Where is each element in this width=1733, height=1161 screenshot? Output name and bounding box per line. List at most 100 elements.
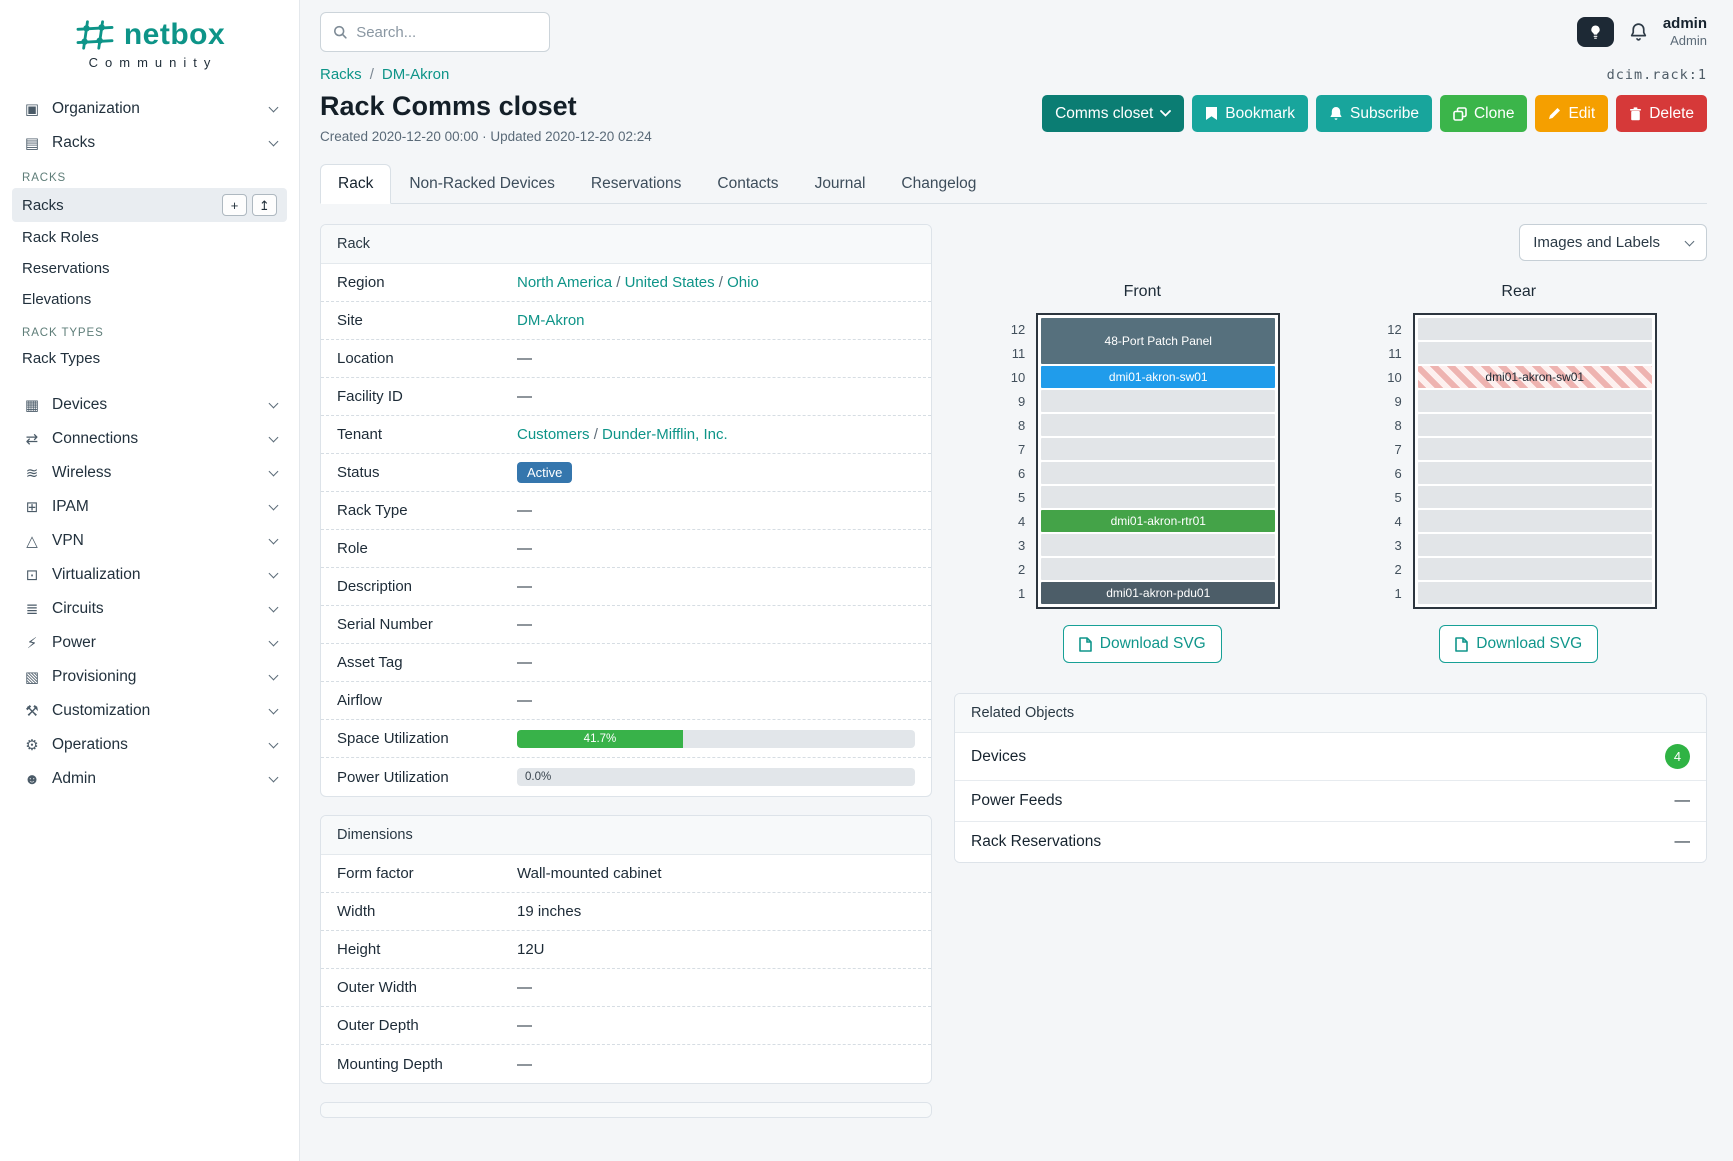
chevron-down-icon xyxy=(1160,110,1172,117)
sidebar-item-ipam[interactable]: ⊞ IPAM xyxy=(12,490,287,524)
detail-row: Space Utilization 41.7% xyxy=(321,720,931,758)
detail-row: Region North America / United States / Oh… xyxy=(321,264,931,302)
related-objects-title: Related Objects xyxy=(955,694,1706,733)
comms-closet-label: Comms closet xyxy=(1055,104,1154,122)
comms-closet-dropdown[interactable]: Comms closet xyxy=(1042,95,1185,132)
sidebar-item-admin[interactable]: ☻ Admin xyxy=(12,762,287,796)
tab-journal[interactable]: Journal xyxy=(814,175,866,192)
sidebar-item-rack-types[interactable]: Rack Types xyxy=(12,343,287,374)
link-north-america[interactable]: North America xyxy=(517,274,613,291)
theme-toggle-button[interactable] xyxy=(1576,17,1614,47)
gear-icon: ⚙ xyxy=(25,737,39,754)
related-label: Devices xyxy=(971,747,1027,765)
sidebar-item-operations[interactable]: ⚙ Operations xyxy=(12,728,287,762)
sidebar-item-rack-roles[interactable]: Rack Roles xyxy=(12,222,287,253)
images-labels-select[interactable]: Images and Labels xyxy=(1519,224,1707,261)
sidebar-item-label: Organization xyxy=(52,100,140,117)
rack-unit-dmi01-akron-sw01[interactable]: dmi01-akron-sw01 xyxy=(1041,366,1276,388)
unit-number: 12 xyxy=(1010,322,1026,337)
status-badge: Active xyxy=(517,462,573,483)
rack-unit-empty xyxy=(1417,462,1652,484)
sidebar-section-racks: RACKS xyxy=(22,172,67,184)
link-customers[interactable]: Customers xyxy=(517,426,590,443)
detail-row: Facility ID — xyxy=(321,378,931,416)
rack-unit-empty xyxy=(1041,486,1276,508)
detail-row: Form factor Wall-mounted cabinet xyxy=(321,855,931,893)
detail-value: 0.0% xyxy=(517,768,915,786)
tab-rack[interactable]: Rack xyxy=(320,164,392,204)
chevron-down-icon xyxy=(268,738,279,749)
rack-unit-empty xyxy=(1417,486,1652,508)
sidebar-item-elevations[interactable]: Elevations xyxy=(12,284,287,315)
images-labels-label: Images and Labels xyxy=(1533,234,1660,251)
link-dm-akron[interactable]: DM-Akron xyxy=(517,312,585,329)
rack-unit-dmi01-akron-pdu01[interactable]: dmi01-akron-pdu01 xyxy=(1041,582,1276,604)
link-united-states[interactable]: United States xyxy=(624,274,715,291)
content-area: Rack Region North America / United States… xyxy=(320,204,1707,1161)
breadcrumb-separator: / xyxy=(369,66,374,83)
sidebar-item-label: Devices xyxy=(52,396,108,413)
detail-value: — xyxy=(517,540,532,557)
sidebar-nav: ▣ Organization ▤ Racks RACKS Racks + ↥ Rack Role… xyxy=(0,78,299,796)
sidebar-item-devices[interactable]: ▦ Devices xyxy=(12,388,287,422)
detail-value: — xyxy=(517,979,532,996)
right-column: Images and Labels Front 12 11 10 9 8 7 6 5 4 3 2 1 … xyxy=(954,224,1707,1161)
search-box[interactable] xyxy=(320,12,550,52)
devices-icon: ▦ xyxy=(24,397,40,414)
notifications-button[interactable] xyxy=(1628,22,1649,43)
related-row-rack-reservations[interactable]: Rack Reservations — xyxy=(955,822,1706,862)
detail-label: Width xyxy=(337,903,376,920)
breadcrumb-racks[interactable]: Racks xyxy=(320,66,362,83)
breadcrumb-dm-akron[interactable]: DM-Akron xyxy=(381,66,450,83)
detail-label: Location xyxy=(337,350,394,367)
wifi-icon: ≋ xyxy=(25,465,39,482)
front-rack-box: 48-Port Patch Panel dmi01-akron-sw01 dmi01… xyxy=(1036,313,1281,609)
import-rack-button[interactable]: ↥ xyxy=(252,194,277,216)
user-menu[interactable]: admin Admin xyxy=(1663,15,1707,50)
sidebar-item-vpn[interactable]: △ VPN xyxy=(12,524,287,558)
sidebar-item-racks[interactable]: Racks + ↥ xyxy=(12,188,287,222)
brand[interactable]: netbox Community xyxy=(0,0,299,78)
edit-button[interactable]: Edit xyxy=(1535,95,1609,132)
download-svg-label: Download SVG xyxy=(1099,635,1206,652)
sidebar-item-provisioning[interactable]: ▧ Provisioning xyxy=(12,660,287,694)
detail-row: Role — xyxy=(321,530,931,568)
rack-unit-empty xyxy=(1417,582,1652,604)
link-dunder-mifflin-inc[interactable]: Dunder-Mifflin, Inc. xyxy=(602,426,728,443)
rack-unit-empty xyxy=(1417,390,1652,412)
delete-button[interactable]: Delete xyxy=(1616,95,1707,132)
related-row-power-feeds[interactable]: Power Feeds — xyxy=(955,781,1706,822)
rack-unit-dmi01-akron-sw01[interactable]: dmi01-akron-sw01 xyxy=(1417,366,1652,388)
subscribe-button[interactable]: Subscribe xyxy=(1316,95,1432,132)
sidebar-item-power[interactable]: ⚡ Power xyxy=(12,626,287,660)
download-svg-rear-button[interactable]: Download SVG xyxy=(1439,625,1599,663)
add-rack-button[interactable]: + xyxy=(222,194,247,216)
link-ohio[interactable]: Ohio xyxy=(727,274,759,291)
rack-unit-dmi01-akron-rtr01[interactable]: dmi01-akron-rtr01 xyxy=(1041,510,1276,532)
sidebar-item-circuits[interactable]: ≣ Circuits xyxy=(12,592,287,626)
sidebar-item-customization[interactable]: ⚒ Customization xyxy=(12,694,287,728)
tab-changelog[interactable]: Changelog xyxy=(901,175,977,192)
bookmark-button[interactable]: Bookmark xyxy=(1192,95,1309,132)
tab-non-racked-devices[interactable]: Non-Racked Devices xyxy=(409,175,555,192)
detail-label: Rack Type xyxy=(337,502,408,519)
sidebar-item-reservations[interactable]: Reservations xyxy=(12,253,287,284)
sidebar-item-connections[interactable]: ⇄ Connections xyxy=(12,422,287,456)
download-svg-front-button[interactable]: Download SVG xyxy=(1062,625,1222,663)
sidebar-item-organization[interactable]: ▣ Organization xyxy=(12,92,287,126)
detail-row: Rack Type — xyxy=(321,492,931,530)
link-separator: / xyxy=(714,274,728,291)
tab-reservations[interactable]: Reservations xyxy=(590,175,682,192)
sidebar-item-racks[interactable]: ▤ Racks xyxy=(12,126,287,160)
rack-unit-48-port-patch-panel[interactable]: 48-Port Patch Panel xyxy=(1041,318,1276,364)
sidebar-item-virtualization[interactable]: ⊡ Virtualization xyxy=(12,558,287,592)
clone-button[interactable]: Clone xyxy=(1439,95,1528,132)
detail-row: Tenant Customers / Dunder-Mifflin, Inc. xyxy=(321,416,931,454)
related-row-devices[interactable]: Devices 4 xyxy=(955,733,1706,781)
count-badge: 4 xyxy=(1665,744,1690,769)
detail-row: Location — xyxy=(321,340,931,378)
tab-contacts[interactable]: Contacts xyxy=(717,175,779,192)
copy-icon xyxy=(1453,106,1467,121)
sidebar-item-wireless[interactable]: ≋ Wireless xyxy=(12,456,287,490)
search-input[interactable] xyxy=(356,23,537,41)
